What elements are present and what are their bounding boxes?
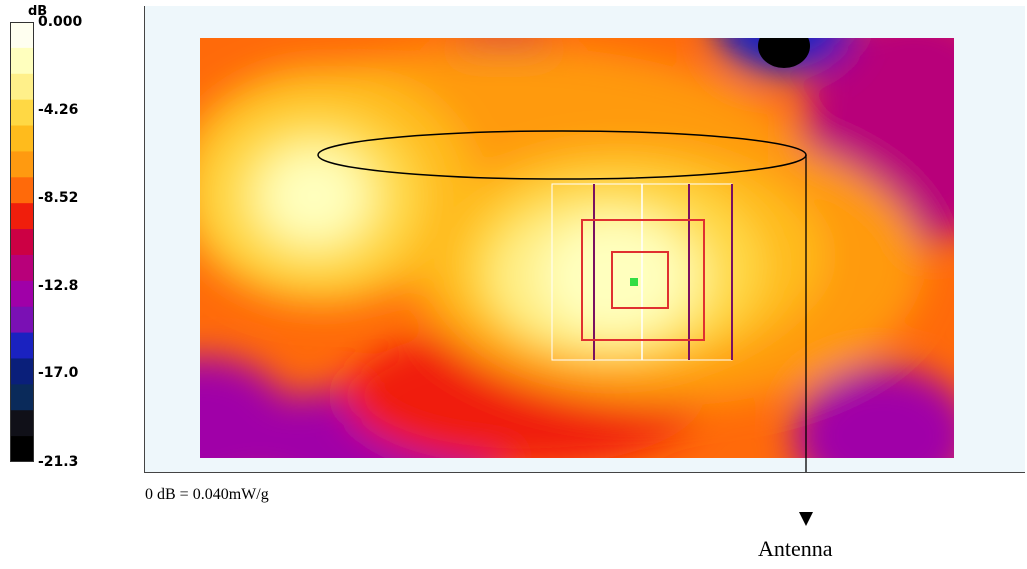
colorbar-border xyxy=(10,22,34,462)
colorbar-band xyxy=(10,384,34,411)
colorbar-band xyxy=(10,151,34,178)
peak-marker xyxy=(630,278,638,286)
colorbar-band xyxy=(10,436,34,462)
legend-unit-label: dB xyxy=(28,4,48,19)
colorbar-band xyxy=(10,358,34,385)
colorbar-band xyxy=(10,203,34,230)
colorbar-band xyxy=(10,254,34,282)
callout-arrowhead xyxy=(799,512,813,526)
colorbar-band xyxy=(10,47,34,75)
colorbar-tick-label: -17.0 xyxy=(38,365,79,382)
colorbar-tick-label: 0.000 xyxy=(38,14,83,30)
antenna-label: Antenna xyxy=(758,536,833,561)
reference-note: 0 dB = 0.040mW/g xyxy=(145,486,269,503)
zoom-scan-grid xyxy=(551,183,733,361)
colorbar-band xyxy=(10,99,34,127)
colorbar-band xyxy=(10,306,34,334)
colorbar-tick-label: -4.26 xyxy=(38,102,79,118)
colorbar-band xyxy=(10,73,34,101)
colorbar-tick-label: -12.8 xyxy=(38,278,79,295)
colorbar-band xyxy=(10,280,34,308)
colorbar-band xyxy=(10,229,34,256)
colorbar-band xyxy=(10,177,34,204)
colorbar-band xyxy=(10,410,34,437)
colorbar-band xyxy=(10,125,34,152)
colorbar-band xyxy=(10,332,34,359)
contour-field xyxy=(200,38,954,458)
colorbar-tick-label: -8.52 xyxy=(38,190,79,206)
colorbar-band xyxy=(10,22,34,49)
colorbar-tick-label: -21.3 xyxy=(38,454,79,470)
antenna-callout xyxy=(317,130,807,472)
colorbar xyxy=(10,22,34,462)
minimum-spot xyxy=(758,38,810,68)
sar-heatmap xyxy=(200,38,954,472)
